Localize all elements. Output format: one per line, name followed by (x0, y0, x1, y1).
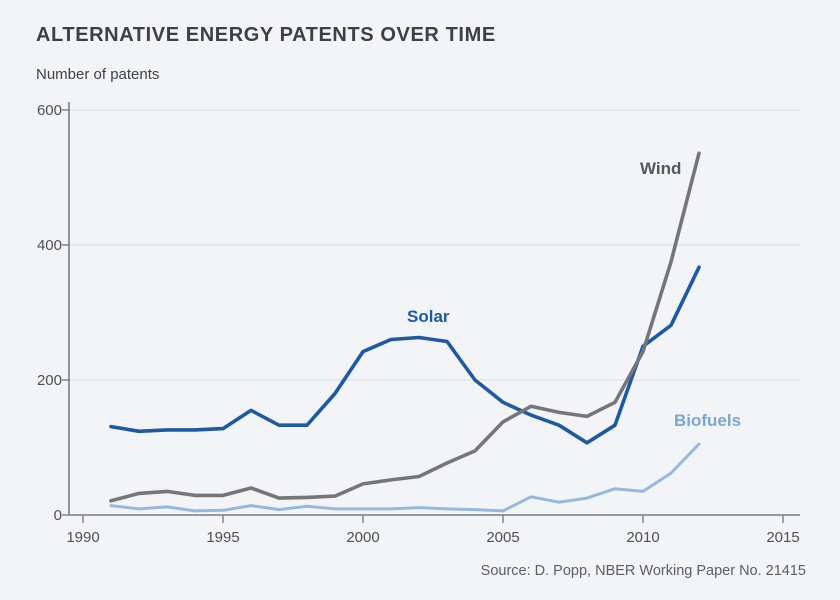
series-label-solar: Solar (407, 307, 450, 326)
x-tick-label-1995: 1995 (206, 529, 240, 546)
y-tick-label-0: 0 (53, 507, 62, 524)
series-label-wind: Wind (640, 159, 682, 178)
series-line-solar (109, 265, 701, 445)
x-tick-label-2000: 2000 (346, 529, 380, 546)
x-tick-label-2010: 2010 (626, 529, 660, 546)
series-line-biofuels (109, 442, 701, 513)
y-tick-label-600: 600 (36, 102, 62, 119)
x-tick-label-1990: 1990 (66, 529, 100, 546)
y-tick-label-200: 200 (36, 372, 62, 389)
series-label-biofuels: Biofuels (674, 411, 742, 430)
x-tick-label-2005: 2005 (486, 529, 520, 546)
chart-title: ALTERNATIVE ENERGY PATENTS OVER TIME (36, 24, 496, 46)
y-axis-title: Number of patents (36, 66, 160, 83)
series-line-wind (109, 151, 701, 503)
source-note: Source: D. Popp, NBER Working Paper No. … (480, 563, 806, 579)
x-tick-label-2015: 2015 (766, 529, 800, 546)
y-tick-label-400: 400 (36, 237, 62, 254)
